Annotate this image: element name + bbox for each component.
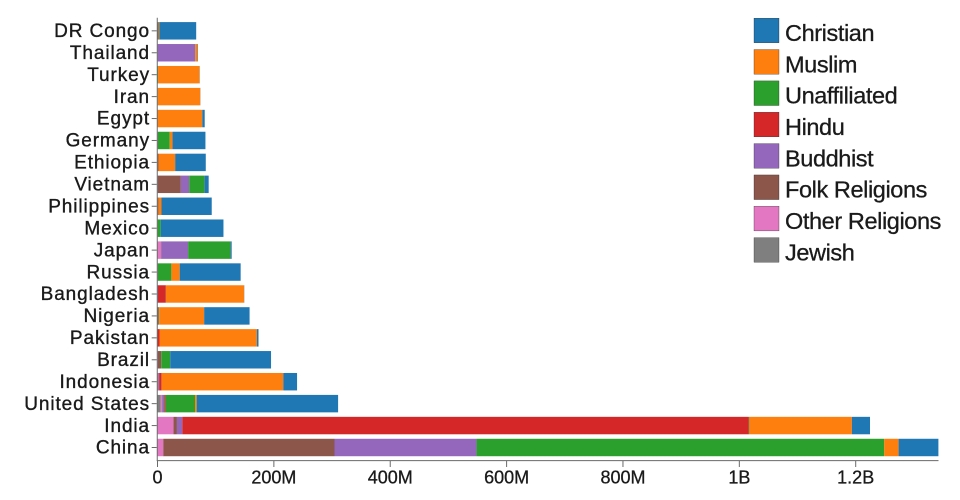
svg-text:Muslim: Muslim	[785, 51, 857, 77]
svg-text:1.2B: 1.2B	[837, 467, 874, 487]
svg-text:Indonesia: Indonesia	[59, 372, 150, 393]
svg-text:Russia: Russia	[87, 262, 150, 283]
svg-text:Germany: Germany	[66, 131, 150, 152]
svg-text:Thailand: Thailand	[70, 43, 150, 64]
svg-text:China: China	[96, 438, 150, 459]
svg-text:Philippines: Philippines	[48, 196, 150, 217]
svg-text:Other Religions: Other Religions	[785, 208, 941, 234]
svg-text:Hindu: Hindu	[785, 114, 844, 140]
svg-text:Jewish: Jewish	[785, 239, 854, 265]
svg-text:United States: United States	[24, 394, 150, 415]
svg-text:600M: 600M	[484, 467, 529, 487]
svg-text:1B: 1B	[728, 467, 750, 487]
svg-text:India: India	[104, 416, 150, 437]
svg-text:200M: 200M	[251, 467, 296, 487]
svg-text:Turkey: Turkey	[87, 65, 150, 86]
svg-text:Brazil: Brazil	[97, 350, 150, 371]
svg-text:Mexico: Mexico	[84, 218, 150, 239]
svg-text:Pakistan: Pakistan	[70, 328, 150, 349]
svg-text:400M: 400M	[368, 467, 413, 487]
svg-text:Iran: Iran	[114, 87, 150, 108]
svg-text:0: 0	[152, 467, 162, 487]
svg-text:DR Congo: DR Congo	[54, 21, 150, 42]
svg-text:Folk Religions: Folk Religions	[785, 177, 927, 203]
svg-text:Nigeria: Nigeria	[84, 306, 151, 327]
svg-text:Egypt: Egypt	[97, 109, 150, 130]
svg-text:Japan: Japan	[94, 240, 150, 261]
svg-text:Ethiopia: Ethiopia	[74, 153, 150, 174]
svg-text:Christian: Christian	[785, 20, 874, 46]
svg-text:800M: 800M	[600, 467, 645, 487]
svg-text:Vietnam: Vietnam	[74, 175, 150, 196]
svg-text:Unaffiliated: Unaffiliated	[785, 83, 897, 109]
svg-text:Buddhist: Buddhist	[785, 145, 874, 171]
svg-text:Bangladesh: Bangladesh	[41, 284, 150, 305]
